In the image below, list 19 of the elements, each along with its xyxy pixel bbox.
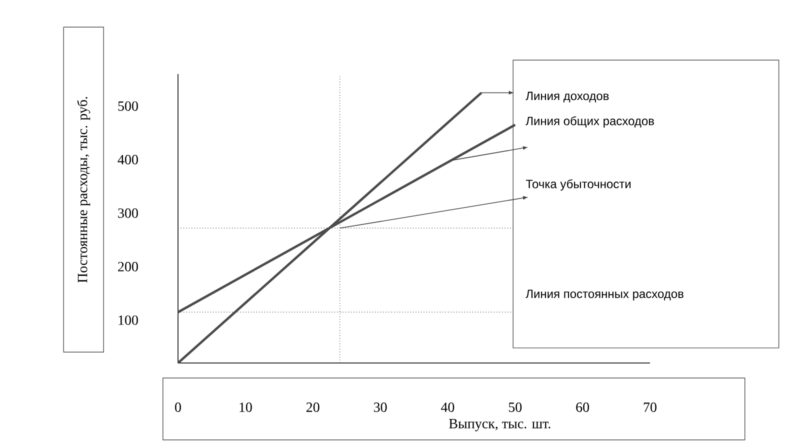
x-tick-label: 20 [306, 402, 320, 412]
y-tick-label: 500 [118, 101, 138, 111]
x-tick-label: 60 [576, 402, 590, 412]
ref-line-label: Линия постоянных расходов [526, 290, 684, 300]
legend-label: Линия доходов [526, 92, 609, 102]
x-tick-label: 70 [644, 402, 656, 412]
y-tick-label: 400 [118, 154, 138, 164]
x-tick-label: 0 [175, 402, 181, 412]
x-tick-label: 40 [440, 402, 454, 412]
series-label: Линия общих расходов [526, 116, 654, 128]
x-tick-label: 10 [240, 402, 252, 412]
x-axis-title: Выпуск, тыс. шт. [449, 419, 550, 432]
y-tick-label: 300 [118, 208, 138, 218]
y-axis-title: Постоянные расходы, тыс. руб. [77, 97, 90, 283]
x-tick-label: 50 [508, 402, 522, 412]
y-tick-label: 200 [118, 262, 138, 272]
y-tick-label: 100 [118, 315, 138, 325]
x-tick-label: 30 [374, 402, 387, 412]
annotation: Точка убыточности [526, 179, 631, 191]
